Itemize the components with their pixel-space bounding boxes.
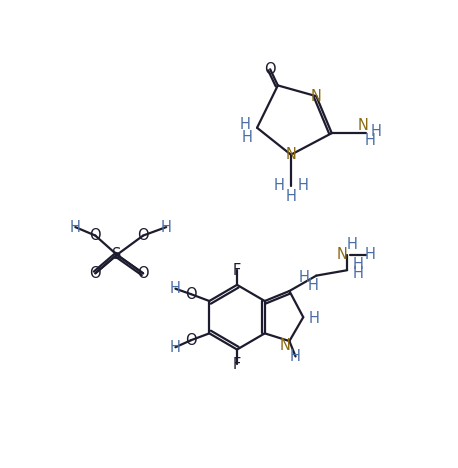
Text: O: O [185,333,196,348]
Text: H: H [298,178,309,193]
Text: N: N [279,338,290,353]
Text: O: O [90,266,101,281]
Text: H: H [170,340,181,355]
Text: O: O [137,228,149,243]
Text: H: H [170,281,181,296]
Text: H: H [161,219,172,234]
Text: H: H [370,124,381,139]
Text: N: N [285,147,296,162]
Text: H: H [273,178,284,193]
Text: F: F [233,357,241,372]
Text: O: O [264,62,276,77]
Text: H: H [365,247,376,263]
Text: H: H [240,117,251,132]
Text: H: H [285,189,296,204]
Text: F: F [233,263,241,278]
Text: O: O [137,266,149,281]
Text: N: N [337,247,348,263]
Text: O: O [185,286,196,301]
Text: H: H [70,219,81,234]
Text: H: H [346,236,357,251]
Text: H: H [308,278,319,293]
Text: H: H [353,266,363,281]
Text: S: S [112,247,122,263]
Text: H: H [309,311,320,326]
Text: H: H [365,133,376,148]
Text: H: H [242,130,252,145]
Text: H: H [290,349,301,364]
Text: H: H [299,270,310,285]
Text: N: N [311,89,322,104]
Text: O: O [90,228,101,243]
Text: H: H [353,256,363,271]
Text: N: N [358,118,369,133]
